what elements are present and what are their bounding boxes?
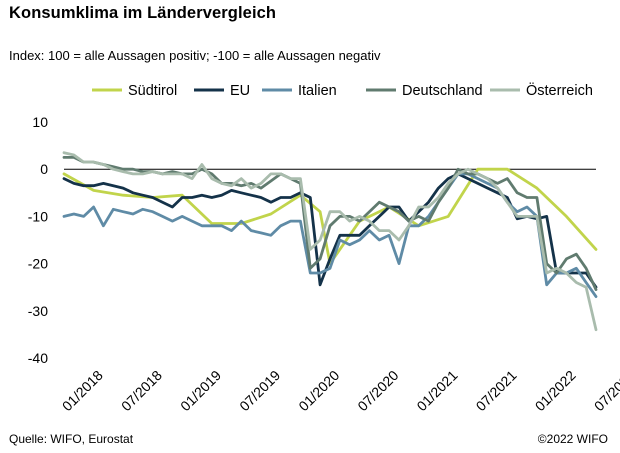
x-tick-label: 01/2022 (532, 367, 579, 414)
y-tick-label: -10 (28, 208, 48, 224)
y-tick-label: -20 (28, 256, 48, 272)
x-tick-label: 01/2021 (413, 367, 460, 414)
legend-label-s-dtirol: Südtirol (128, 83, 177, 99)
legend-label-italien: Italien (298, 83, 337, 99)
y-tick-label: -30 (28, 303, 48, 319)
legend-label-deutschland: Deutschland (402, 83, 483, 99)
series-line--sterreich (62, 151, 598, 332)
chart-subtitle: Index: 100 = alle Aussagen positiv; -100… (9, 48, 381, 63)
legend-label-eu: EU (230, 83, 250, 99)
x-tick-label: 07/2018 (118, 367, 165, 414)
copyright-note: ©2022 WIFO (537, 432, 608, 446)
x-tick-label: 01/2020 (295, 367, 342, 414)
x-tick-label: 07/2019 (236, 367, 283, 414)
source-note: Quelle: WIFO, Eurostat (9, 432, 134, 446)
y-tick-label: 0 (40, 161, 48, 177)
chart-title: Konsumklima im Ländervergleich (9, 4, 277, 22)
series-line-eu (62, 172, 598, 289)
x-tick-label: 07/2020 (354, 367, 401, 414)
legend-label--sterreich: Österreich (526, 81, 593, 99)
x-tick-label: 07/2022 (591, 367, 620, 414)
y-tick-label: -40 (28, 350, 48, 366)
x-tick-label: 01/2018 (59, 367, 106, 414)
y-tick-label: 10 (32, 114, 48, 130)
x-tick-label: 01/2019 (177, 367, 224, 414)
x-tick-label: 07/2021 (473, 367, 520, 414)
